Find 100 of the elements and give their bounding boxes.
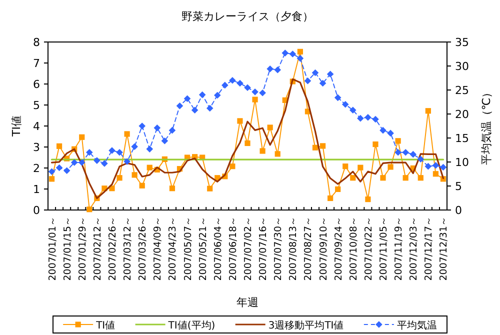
point xyxy=(259,89,266,96)
tick: 3 xyxy=(33,141,40,154)
point xyxy=(244,140,250,146)
point xyxy=(252,96,258,102)
point xyxy=(282,50,289,56)
xtick: 2007/12/31～ xyxy=(438,216,450,281)
point xyxy=(109,186,115,192)
tick: 5 xyxy=(33,99,40,112)
point xyxy=(260,148,266,154)
xtick: 2007/08/27～ xyxy=(303,216,314,281)
xtick: 2007/04/09～ xyxy=(152,216,164,281)
point xyxy=(319,80,326,87)
point xyxy=(326,70,334,78)
xlabel: 年週 xyxy=(236,296,258,309)
point xyxy=(237,118,243,124)
legend-label: 3週移動平均TI値 xyxy=(268,320,344,332)
xtick: 2007/11/05～ xyxy=(378,216,390,281)
tick: 2 xyxy=(33,162,40,175)
point xyxy=(70,159,78,166)
xtick: 2007/06/04～ xyxy=(212,216,224,281)
xtick: 2007/07/16～ xyxy=(258,216,270,281)
tick: 20 xyxy=(455,108,469,121)
point xyxy=(432,162,440,169)
point xyxy=(395,138,401,144)
tick: 0 xyxy=(33,204,40,217)
legend-label: TI値(平均) xyxy=(167,320,216,332)
point xyxy=(229,77,236,84)
xtick: 2007/03/12～ xyxy=(122,216,134,281)
xtick: 2007/11/19～ xyxy=(394,216,405,281)
point xyxy=(312,144,318,150)
point xyxy=(168,126,176,134)
xtick: 2007/07/30～ xyxy=(273,216,284,281)
point xyxy=(432,171,439,177)
xtick: 2007/01/01～ xyxy=(47,216,58,281)
point xyxy=(56,143,62,149)
point xyxy=(176,102,184,110)
point xyxy=(358,164,364,170)
point xyxy=(357,114,364,122)
tick: 25 xyxy=(455,84,469,97)
xtick: 2007/12/17～ xyxy=(424,216,435,281)
point xyxy=(328,195,334,202)
point xyxy=(146,164,152,170)
xtick: 2007/05/07～ xyxy=(182,216,194,281)
tick: 10 xyxy=(455,156,469,169)
point xyxy=(274,151,280,157)
xtick: 2007/04/23～ xyxy=(168,216,179,281)
point xyxy=(139,182,145,188)
point xyxy=(334,94,342,102)
point xyxy=(342,164,348,170)
point xyxy=(380,126,386,134)
point xyxy=(161,137,168,144)
tick: 4 xyxy=(33,120,40,133)
point xyxy=(191,106,198,114)
point xyxy=(364,114,372,121)
xtick: 2007/07/02～ xyxy=(243,216,254,281)
point xyxy=(48,176,55,182)
point xyxy=(312,69,319,76)
tick: 35 xyxy=(455,36,469,49)
point xyxy=(244,84,251,91)
point xyxy=(252,88,258,96)
y2label: 平均気温（℃） xyxy=(480,86,493,166)
point xyxy=(169,186,176,192)
point xyxy=(132,172,138,178)
xtick: 2007/09/24～ xyxy=(333,216,344,281)
point xyxy=(289,50,296,58)
xtick: 2007/03/26～ xyxy=(138,216,149,281)
tick: 15 xyxy=(455,132,469,145)
xtick: 2007/06/18～ xyxy=(228,216,239,281)
tick: 8 xyxy=(33,36,40,49)
point xyxy=(94,157,100,164)
point xyxy=(425,108,431,114)
point xyxy=(372,141,378,148)
point xyxy=(131,143,138,150)
point xyxy=(266,65,274,72)
point xyxy=(138,122,146,130)
point xyxy=(424,162,432,170)
point xyxy=(402,149,409,156)
point xyxy=(274,66,282,74)
xtick: 2007/09/10～ xyxy=(318,216,330,281)
point xyxy=(101,160,108,167)
point xyxy=(146,146,154,152)
xtick: 2007/01/29～ xyxy=(77,216,88,281)
point xyxy=(304,77,312,84)
legend-label: 平均気温 xyxy=(396,320,437,332)
point xyxy=(297,48,303,54)
point xyxy=(124,158,130,165)
xtick: 2007/05/21～ xyxy=(198,216,209,281)
point xyxy=(116,149,123,156)
point xyxy=(86,149,93,156)
tick: 1 xyxy=(33,183,40,196)
point xyxy=(394,149,402,156)
xtick: 2007/02/12～ xyxy=(92,216,104,281)
point xyxy=(320,143,326,149)
point xyxy=(86,206,92,212)
tick: 0 xyxy=(455,204,462,217)
point xyxy=(222,82,228,89)
point xyxy=(350,175,356,181)
point xyxy=(184,95,191,102)
xtick: 2007/10/08～ xyxy=(348,216,360,281)
point xyxy=(402,175,408,181)
